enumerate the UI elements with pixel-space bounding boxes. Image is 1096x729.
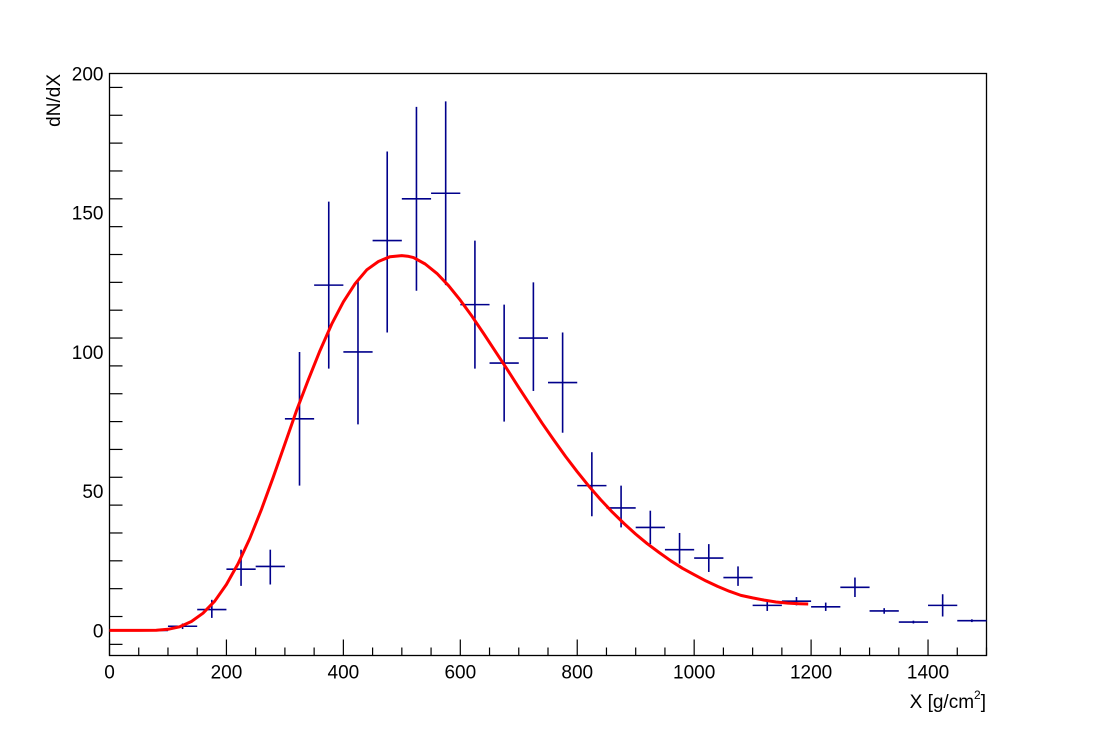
data-point xyxy=(577,452,607,517)
y-axis-ticks xyxy=(109,86,123,645)
data-point xyxy=(343,279,373,425)
x-axis-title: X [g/cm2] xyxy=(910,688,986,713)
x-axis-ticks xyxy=(108,639,988,656)
y-tick-label: 0 xyxy=(93,621,104,642)
data-point xyxy=(635,510,665,545)
data-point xyxy=(928,594,958,617)
data-point xyxy=(314,201,344,369)
data-point xyxy=(957,619,987,623)
x-tick-label: 200 xyxy=(211,663,243,684)
x-axis-tick-labels: 0 200 400 600 800 1000 1200 1400 xyxy=(104,663,949,684)
x-tick-label: 600 xyxy=(444,663,476,684)
x-tick-label: 1000 xyxy=(673,663,715,684)
data-point xyxy=(284,351,315,486)
y-tick-label: 50 xyxy=(82,482,103,503)
x-tick-label: 1400 xyxy=(907,663,949,684)
data-point xyxy=(401,106,432,291)
fit-curve xyxy=(109,254,809,632)
data-point xyxy=(811,602,841,611)
data-point xyxy=(723,566,753,586)
x-tick-label: 0 xyxy=(104,663,115,684)
x-tick-label: 400 xyxy=(328,663,360,684)
x-tick-label: 1200 xyxy=(790,663,832,684)
data-point xyxy=(518,282,548,391)
y-axis-title: dN/dX xyxy=(44,74,65,127)
data-point xyxy=(431,101,461,286)
data-point xyxy=(664,532,695,564)
data-point xyxy=(898,620,929,624)
y-tick-label: 200 xyxy=(72,65,104,86)
y-axis-tick-labels: 0 50 100 150 200 xyxy=(72,65,104,643)
data-point xyxy=(548,332,578,433)
data-point xyxy=(694,544,724,572)
x-tick-label: 800 xyxy=(561,663,593,684)
data-point xyxy=(372,151,402,333)
data-point xyxy=(840,577,870,598)
y-tick-label: 100 xyxy=(72,343,104,364)
x-axis-title-superscript: 2 xyxy=(974,688,981,702)
data-point xyxy=(255,549,285,585)
data-points xyxy=(109,101,987,632)
y-tick-label: 150 xyxy=(72,204,104,225)
data-point xyxy=(869,608,899,614)
